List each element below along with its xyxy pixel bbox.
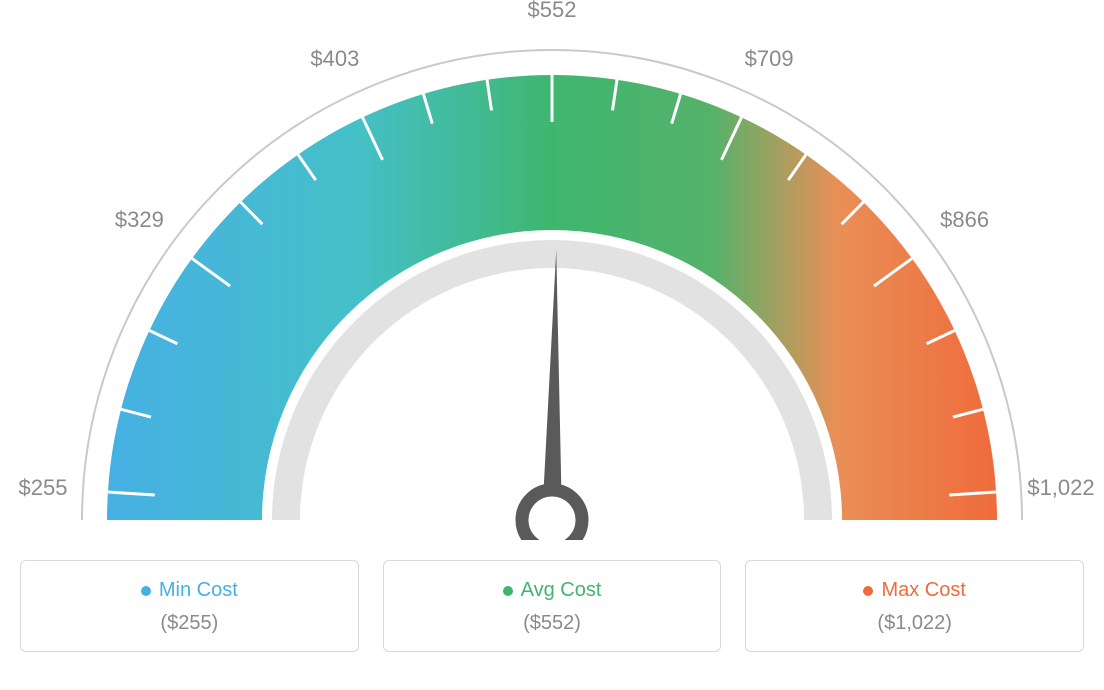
legend-row: Min Cost ($255) Avg Cost ($552) Max Cost… (20, 560, 1084, 652)
legend-label: Max Cost (881, 579, 965, 602)
legend-card-max: Max Cost ($1,022) (745, 560, 1084, 652)
gauge-tick-label: $866 (940, 207, 989, 233)
legend-title-min: Min Cost (141, 579, 238, 602)
legend-value: ($552) (384, 612, 721, 635)
legend-card-min: Min Cost ($255) (20, 560, 359, 652)
dot-icon (141, 586, 151, 596)
legend-value: ($255) (21, 612, 358, 635)
legend-card-avg: Avg Cost ($552) (383, 560, 722, 652)
legend-label: Min Cost (159, 579, 238, 602)
cost-gauge: $255$329$403$552$709$866$1,022 (20, 20, 1084, 540)
gauge-tick-label: $329 (115, 207, 164, 233)
gauge-svg (20, 20, 1084, 540)
gauge-tick-label: $1,022 (1027, 475, 1094, 501)
legend-value: ($1,022) (746, 612, 1083, 635)
legend-title-max: Max Cost (863, 579, 965, 602)
gauge-tick-label: $403 (310, 46, 359, 72)
dot-icon (863, 586, 873, 596)
gauge-tick-label: $552 (528, 0, 577, 23)
gauge-tick-label: $709 (745, 46, 794, 72)
gauge-tick-label: $255 (19, 475, 68, 501)
legend-title-avg: Avg Cost (503, 579, 602, 602)
legend-label: Avg Cost (521, 579, 602, 602)
dot-icon (503, 586, 513, 596)
